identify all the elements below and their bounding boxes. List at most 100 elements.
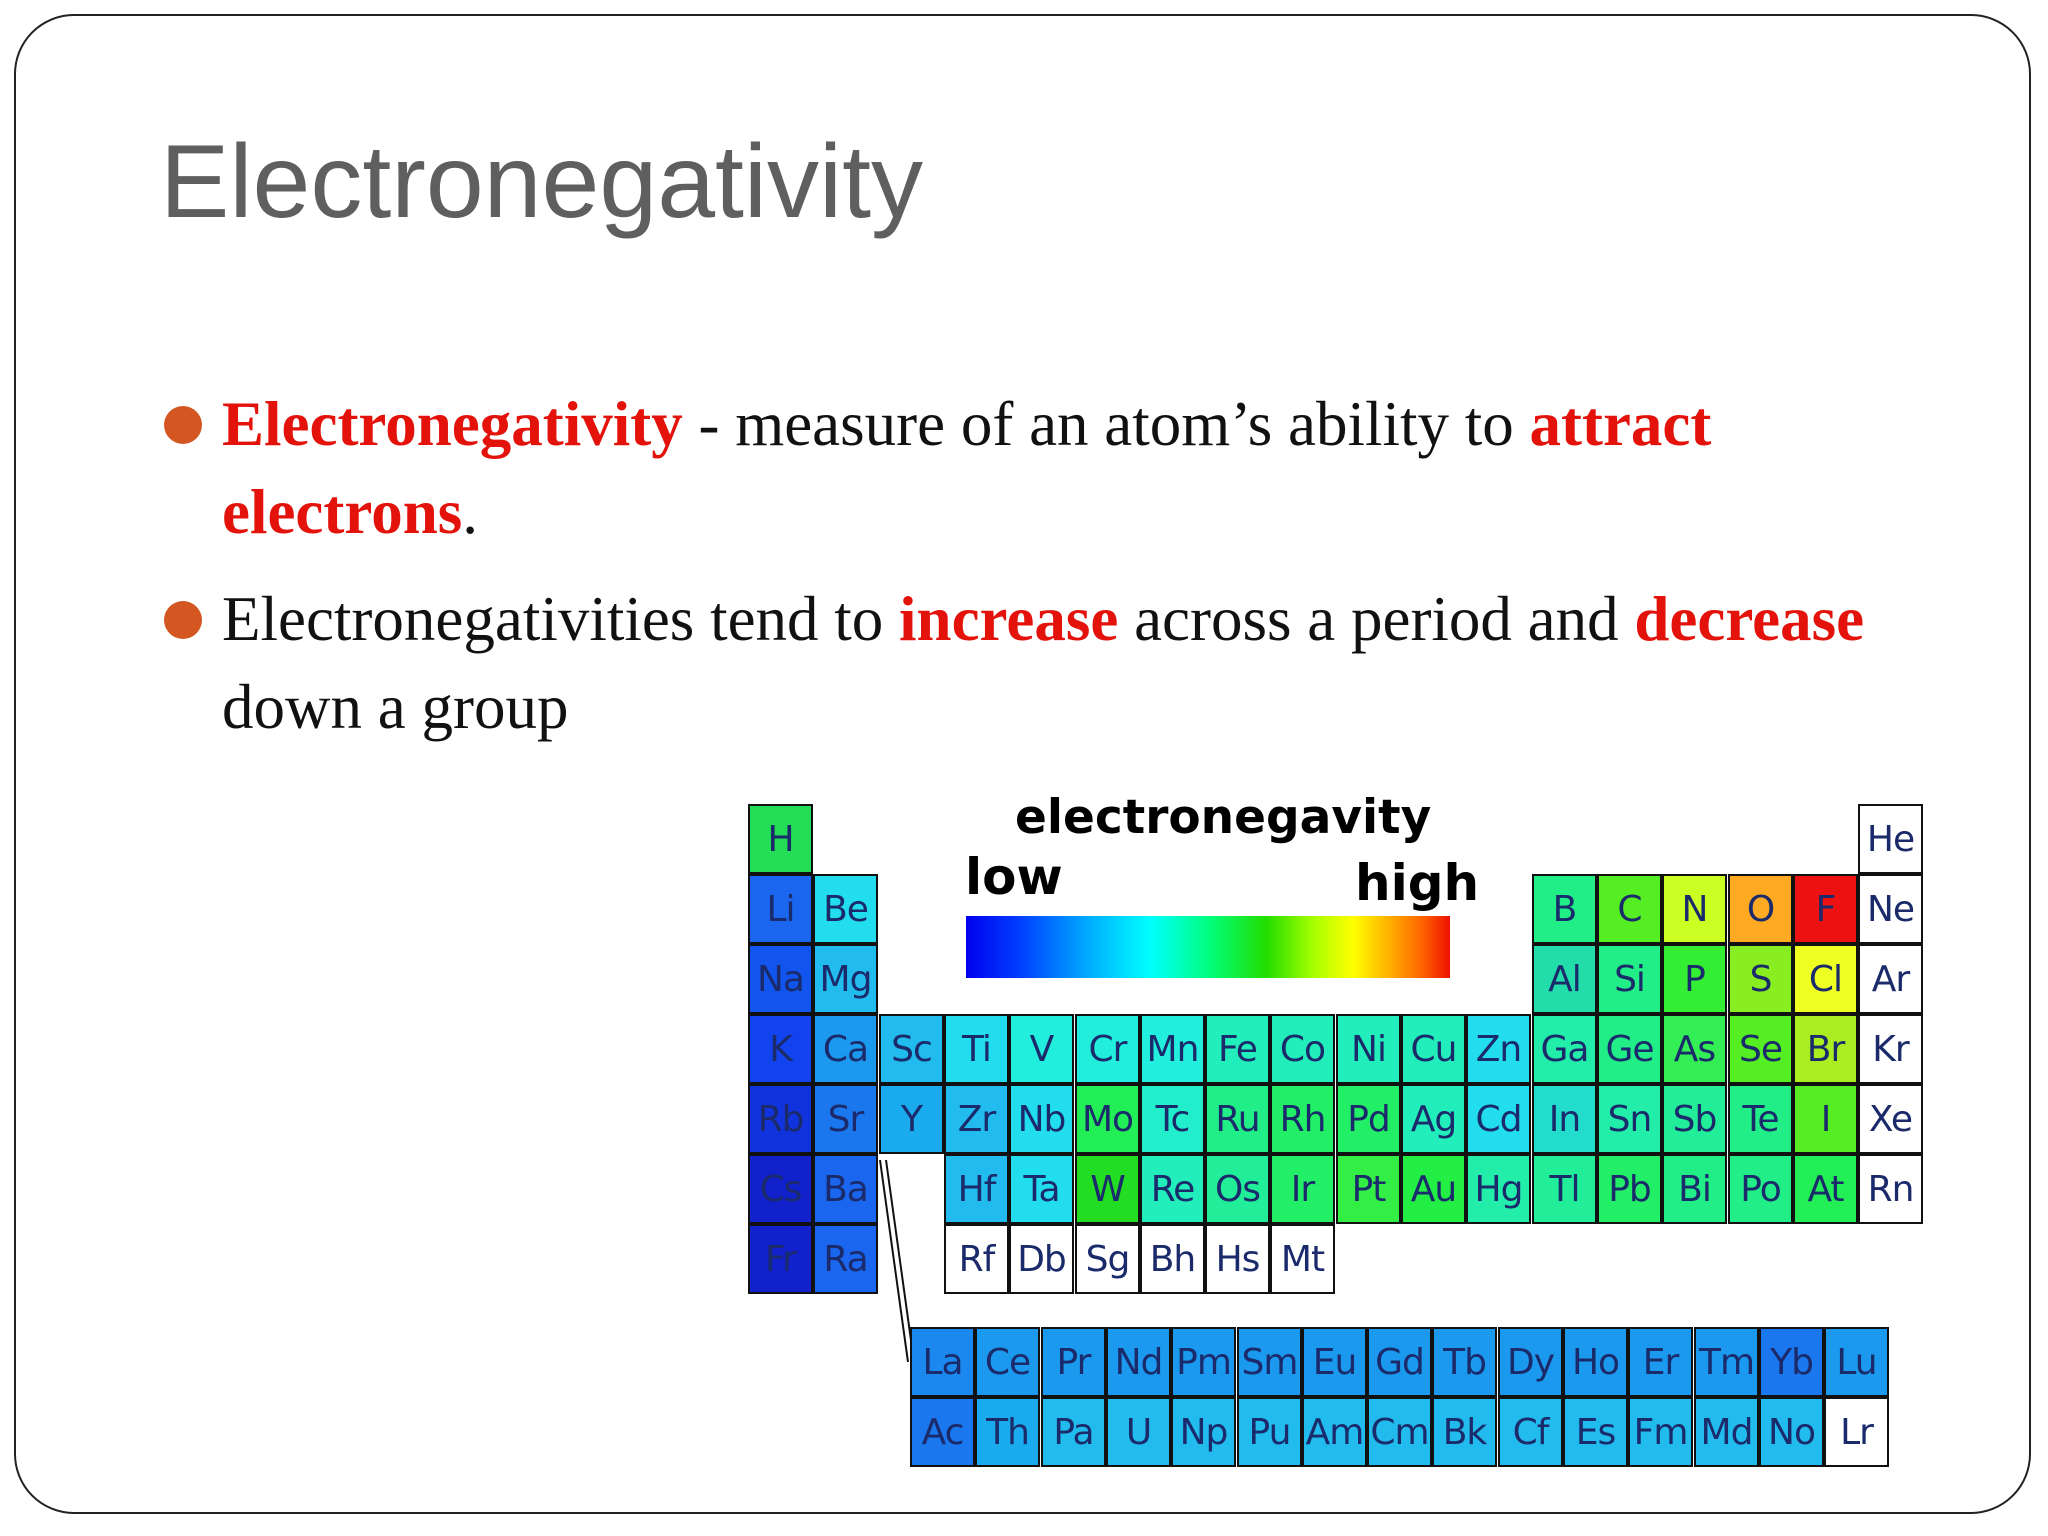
element-db: Db [1009,1224,1074,1294]
element-as: As [1662,1014,1727,1084]
element-br: Br [1793,1014,1858,1084]
trend-text-1: Electronegativities tend to [222,584,900,654]
element-sr: Sr [813,1084,878,1154]
element-xe: Xe [1858,1084,1923,1154]
bullet-dot-icon [164,601,202,639]
element-na: Na [748,944,813,1014]
element-ga: Ga [1532,1014,1597,1084]
element-y: Y [879,1084,944,1154]
bullet-dot-icon [164,406,202,444]
element-es: Es [1563,1397,1628,1467]
element-eu: Eu [1302,1327,1367,1397]
element-in: In [1532,1084,1597,1154]
element-nd: Nd [1106,1327,1171,1397]
element-la: La [910,1327,975,1397]
element-c: C [1597,874,1662,944]
element-tc: Tc [1140,1084,1205,1154]
element-re: Re [1140,1154,1205,1224]
element-ni: Ni [1336,1014,1401,1084]
slide-frame [14,14,2031,1514]
element-sm: Sm [1237,1327,1302,1397]
element-er: Er [1628,1327,1693,1397]
bullet-trend: Electronegativities tend to increase acr… [164,575,1924,751]
element-ra: Ra [813,1224,878,1294]
element-fe: Fe [1205,1014,1270,1084]
element-te: Te [1728,1084,1793,1154]
element-cs: Cs [748,1154,813,1224]
emphasis-attract-electrons: attract electrons [222,389,1712,547]
element-cu: Cu [1401,1014,1466,1084]
element-s: S [1728,944,1793,1014]
element-bh: Bh [1140,1224,1205,1294]
element-se: Se [1728,1014,1793,1084]
element-n: N [1662,874,1727,944]
bullet-definition: Electronegativity - measure of an atom’s… [164,380,1924,556]
element-at: At [1793,1154,1858,1224]
trend-text-2: across a period and [1118,584,1635,654]
element-ne: Ne [1858,874,1923,944]
element-cm: Cm [1367,1397,1432,1467]
element-ba: Ba [813,1154,878,1224]
element-pb: Pb [1597,1154,1662,1224]
element-gd: Gd [1367,1327,1432,1397]
element-ag: Ag [1401,1084,1466,1154]
legend-title: electronegavity [1015,790,1432,845]
element-ti: Ti [944,1014,1009,1084]
element-pt: Pt [1336,1154,1401,1224]
element-ir: Ir [1270,1154,1335,1224]
element-kr: Kr [1858,1014,1923,1084]
element-os: Os [1205,1154,1270,1224]
element-cl: Cl [1793,944,1858,1014]
element-cd: Cd [1466,1084,1531,1154]
element-hf: Hf [944,1154,1009,1224]
element-po: Po [1728,1154,1793,1224]
slide-title: Electronegativity [160,124,924,240]
legend-high-label: high [1355,854,1480,912]
element-pm: Pm [1171,1327,1236,1397]
element-h: H [748,804,813,874]
element-pa: Pa [1041,1397,1106,1467]
element-k: K [748,1014,813,1084]
element-pd: Pd [1336,1084,1401,1154]
element-mo: Mo [1075,1084,1140,1154]
bullet-text: Electronegativities tend to increase acr… [222,575,1924,751]
element-ge: Ge [1597,1014,1662,1084]
element-sb: Sb [1662,1084,1727,1154]
element-am: Am [1302,1397,1367,1467]
legend-low-label: low [965,848,1063,906]
element-rf: Rf [944,1224,1009,1294]
element-fm: Fm [1628,1397,1693,1467]
element-si: Si [1597,944,1662,1014]
element-co: Co [1270,1014,1335,1084]
element-hg: Hg [1466,1154,1531,1224]
definition-end: . [462,477,478,547]
element-lr: Lr [1824,1397,1889,1467]
element-i: I [1793,1084,1858,1154]
element-ac: Ac [910,1397,975,1467]
element-ca: Ca [813,1014,878,1084]
element-ru: Ru [1205,1084,1270,1154]
element-bk: Bk [1432,1397,1497,1467]
element-o: O [1728,874,1793,944]
element-ce: Ce [975,1327,1040,1397]
element-b: B [1532,874,1597,944]
element-li: Li [748,874,813,944]
element-p: P [1662,944,1727,1014]
element-zn: Zn [1466,1014,1531,1084]
element-md: Md [1694,1397,1759,1467]
element-f: F [1793,874,1858,944]
element-cf: Cf [1498,1397,1563,1467]
element-au: Au [1401,1154,1466,1224]
element-u: U [1106,1397,1171,1467]
element-v: V [1009,1014,1074,1084]
element-yb: Yb [1759,1327,1824,1397]
element-pu: Pu [1237,1397,1302,1467]
element-be: Be [813,874,878,944]
element-ho: Ho [1563,1327,1628,1397]
bullet-text: Electronegativity - measure of an atom’s… [222,380,1924,556]
element-sc: Sc [879,1014,944,1084]
emphasis-decrease: decrease [1634,584,1865,654]
element-zr: Zr [944,1084,1009,1154]
element-hs: Hs [1205,1224,1270,1294]
element-dy: Dy [1498,1327,1563,1397]
